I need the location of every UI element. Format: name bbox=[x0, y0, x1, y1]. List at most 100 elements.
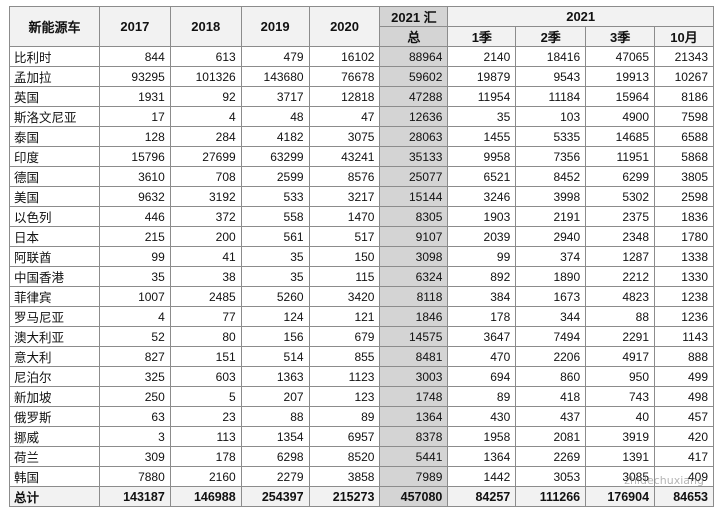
row-name: 罗马尼亚 bbox=[9, 306, 100, 327]
table-row: 尼泊尔 325 603 1363 1123 3003 694 860 950 499 bbox=[9, 366, 714, 387]
cell-value: 113 bbox=[169, 426, 242, 447]
cell-value: 88 bbox=[585, 306, 656, 327]
cell-value: 89 bbox=[447, 386, 517, 407]
cell-value: 35 bbox=[240, 246, 310, 267]
cell-value: 12636 bbox=[379, 106, 449, 127]
cell-value: 48 bbox=[240, 106, 310, 127]
cell-value: 3610 bbox=[98, 166, 171, 187]
row-name: 荷兰 bbox=[9, 446, 100, 467]
row-name: 泰国 bbox=[9, 126, 100, 147]
cell-value: 3647 bbox=[447, 326, 517, 347]
cell-value: 3420 bbox=[308, 286, 381, 307]
cell-value: 5868 bbox=[654, 146, 714, 167]
cell-value: 77 bbox=[169, 306, 242, 327]
row-name: 中国香港 bbox=[9, 266, 100, 287]
cell-value: 1780 bbox=[654, 226, 714, 247]
cell-value: 844 bbox=[98, 46, 171, 67]
cell-value: 470 bbox=[447, 346, 517, 367]
cell-value: 35133 bbox=[379, 146, 449, 167]
table-row: 澳大利亚 52 80 156 679 14575 3647 7494 2291 1143 bbox=[9, 326, 714, 347]
cell-value: 80 bbox=[169, 326, 242, 347]
cell-value: 374 bbox=[515, 246, 587, 267]
cell-value: 533 bbox=[240, 186, 310, 207]
cell-value: 7989 bbox=[379, 466, 449, 487]
cell-value: 1123 bbox=[308, 366, 381, 387]
cell-value: 7356 bbox=[515, 146, 587, 167]
header-oct: 10月 bbox=[654, 26, 714, 47]
cell-value: 9632 bbox=[98, 186, 171, 207]
row-name: 意大利 bbox=[9, 346, 100, 367]
cell-value: 558 bbox=[240, 206, 310, 227]
cell-value: 254397 bbox=[240, 486, 310, 507]
cell-value: 2081 bbox=[515, 426, 587, 447]
cell-value: 372 bbox=[169, 206, 242, 227]
cell-value: 2160 bbox=[169, 466, 242, 487]
cell-value: 437 bbox=[515, 406, 587, 427]
row-name: 尼泊尔 bbox=[9, 366, 100, 387]
cell-value: 6298 bbox=[240, 446, 310, 467]
cell-value: 1470 bbox=[308, 206, 381, 227]
cell-value: 3 bbox=[98, 426, 171, 447]
cell-value: 2598 bbox=[654, 186, 714, 207]
cell-value: 3192 bbox=[169, 186, 242, 207]
total-label: 总计 bbox=[9, 486, 100, 507]
cell-value: 888 bbox=[654, 346, 714, 367]
cell-value: 418 bbox=[515, 386, 587, 407]
cell-value: 12818 bbox=[308, 86, 381, 107]
cell-value: 417 bbox=[654, 446, 714, 467]
cell-value: 8186 bbox=[654, 86, 714, 107]
cell-value: 38 bbox=[169, 266, 242, 287]
cell-value: 5302 bbox=[585, 186, 656, 207]
cell-value: 3858 bbox=[308, 466, 381, 487]
cell-value: 679 bbox=[308, 326, 381, 347]
cell-value: 92 bbox=[169, 86, 242, 107]
cell-value: 479 bbox=[240, 46, 310, 67]
cell-value: 430 bbox=[447, 406, 517, 427]
table-row: 印度 15796 27699 63299 43241 35133 9958 7356 11951… bbox=[9, 146, 714, 167]
cell-value: 4182 bbox=[240, 126, 310, 147]
cell-value: 200 bbox=[169, 226, 242, 247]
cell-value: 35 bbox=[447, 106, 517, 127]
cell-value: 63299 bbox=[240, 146, 310, 167]
row-name: 比利时 bbox=[9, 46, 100, 67]
cell-value: 3075 bbox=[308, 126, 381, 147]
table-row: 英国 1931 92 3717 12818 47288 11954 11184 15964 818… bbox=[9, 86, 714, 107]
cell-value: 5335 bbox=[515, 126, 587, 147]
cell-value: 9543 bbox=[515, 66, 587, 87]
table-row: 以色列 446 372 558 1470 8305 1903 2191 2375 1836 bbox=[9, 206, 714, 227]
cell-value: 101326 bbox=[169, 66, 242, 87]
cell-value: 25077 bbox=[379, 166, 449, 187]
cell-value: 6588 bbox=[654, 126, 714, 147]
cell-value: 9958 bbox=[447, 146, 517, 167]
row-name: 斯洛文尼亚 bbox=[9, 106, 100, 127]
cell-value: 215273 bbox=[308, 486, 381, 507]
cell-value: 1364 bbox=[447, 446, 517, 467]
header-2019: 2019 bbox=[240, 6, 310, 47]
cell-value: 76678 bbox=[308, 66, 381, 87]
cell-value: 446 bbox=[98, 206, 171, 227]
cell-value: 103 bbox=[515, 106, 587, 127]
cell-value: 84653 bbox=[654, 486, 714, 507]
cell-value: 124 bbox=[240, 306, 310, 327]
cell-value: 708 bbox=[169, 166, 242, 187]
cell-value: 14575 bbox=[379, 326, 449, 347]
table-row: 美国 9632 3192 533 3217 15144 3246 3998 5302 2598 bbox=[9, 186, 714, 207]
cell-value: 123 bbox=[308, 386, 381, 407]
cell-value: 2039 bbox=[447, 226, 517, 247]
cell-value: 1007 bbox=[98, 286, 171, 307]
cell-value: 1238 bbox=[654, 286, 714, 307]
cell-value: 15796 bbox=[98, 146, 171, 167]
cell-value: 3717 bbox=[240, 86, 310, 107]
cell-value: 892 bbox=[447, 266, 517, 287]
cell-value: 1391 bbox=[585, 446, 656, 467]
cell-value: 5 bbox=[169, 386, 242, 407]
cell-value: 6957 bbox=[308, 426, 381, 447]
table-row: 新加坡 250 5 207 123 1748 89 418 743 498 bbox=[9, 386, 714, 407]
cell-value: 21343 bbox=[654, 46, 714, 67]
cell-value: 15144 bbox=[379, 186, 449, 207]
data-table: 新能源车 2017 2018 2019 2020 2021 汇 2021 总 1… bbox=[9, 6, 714, 507]
table-row: 孟加拉 93295 101326 143680 76678 59602 19879 9543 1… bbox=[9, 66, 714, 87]
header-2021-group: 2021 bbox=[447, 6, 714, 27]
header-q3: 3季 bbox=[585, 26, 656, 47]
cell-value: 1890 bbox=[515, 266, 587, 287]
